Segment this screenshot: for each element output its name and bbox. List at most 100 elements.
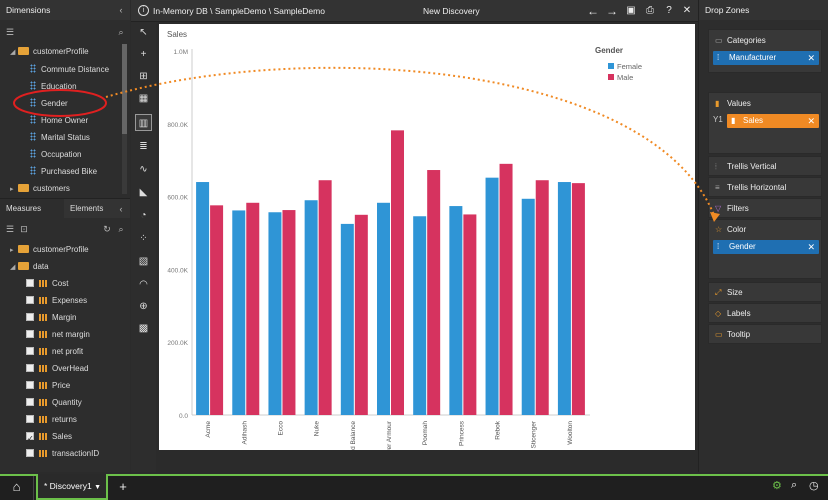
list-view-icon[interactable]: ☰ xyxy=(5,224,15,234)
measure-checkbox[interactable] xyxy=(26,364,34,372)
search-icon[interactable]: ⌕ xyxy=(118,224,124,234)
bar-female[interactable] xyxy=(377,202,390,415)
zone-trellis-vertical[interactable]: ⦙ Trellis Vertical xyxy=(708,156,822,176)
gauge-icon[interactable]: ◠ xyxy=(139,279,148,290)
bar-female[interactable] xyxy=(196,182,210,415)
pivot-grid-icon[interactable]: ▩ xyxy=(138,323,149,334)
zone-filters[interactable]: ▽ Filters xyxy=(708,198,822,218)
pill-sales[interactable]: ▮ Sales ✕ xyxy=(727,114,819,128)
tab-discovery1[interactable]: * Discovery1 ▼ xyxy=(36,474,108,500)
column-chart[interactable]: Sales 0.0 200.0K 400.0K 600.0K 800.0K 1.0M Acme… xyxy=(159,24,695,458)
close-icon[interactable]: ✕ xyxy=(682,5,692,16)
measure-item[interactable]: Quantity xyxy=(26,394,82,411)
tree-folder-customerprofile[interactable]: ◢ customerProfile xyxy=(10,47,89,56)
measure-checkbox[interactable] xyxy=(26,398,34,406)
zone-categories[interactable]: ▭ Categories ⁞ Manufacturer ✕ xyxy=(708,29,822,73)
redo-icon[interactable]: → xyxy=(606,4,618,18)
bar-male[interactable] xyxy=(354,214,368,415)
tree-folder-data[interactable]: ◢ data xyxy=(10,262,49,271)
line-chart-icon[interactable]: ∿ xyxy=(139,164,148,175)
tree-item-marital-status[interactable]: Marital Status xyxy=(30,129,90,146)
tree-item-education[interactable]: Education xyxy=(30,78,77,95)
pie-chart-icon[interactable]: ◔ xyxy=(140,210,147,221)
list-view-icon[interactable]: ☰ xyxy=(5,27,15,37)
bar-male[interactable] xyxy=(499,163,513,415)
bar-female[interactable] xyxy=(232,210,246,415)
zone-size[interactable]: ⤢ Size xyxy=(708,282,822,302)
scatter-chart-icon[interactable]: ⁘ xyxy=(139,233,148,244)
tree-item-purchased-bike[interactable]: Purchased Bike xyxy=(30,163,97,180)
bar-female[interactable] xyxy=(557,182,571,415)
table-visual-icon[interactable]: ▦ xyxy=(138,93,149,104)
print-icon[interactable]: ⎙ xyxy=(646,5,654,16)
column-chart-icon[interactable]: ▥ xyxy=(135,114,152,131)
search-icon[interactable]: ⌕ xyxy=(118,27,124,37)
bar-female[interactable] xyxy=(340,223,354,415)
tree-item-occupation[interactable]: Occupation xyxy=(30,146,81,163)
timer-icon[interactable]: ◷ xyxy=(809,480,819,492)
bar-chart-icon[interactable]: ≣ xyxy=(139,141,148,152)
add-tab-icon[interactable]: + xyxy=(119,479,127,494)
pill-gender[interactable]: ⁞ Gender ✕ xyxy=(713,240,819,254)
collapse-measures-icon[interactable]: ‹ xyxy=(119,204,123,214)
bar-female[interactable] xyxy=(485,177,499,415)
bar-male[interactable] xyxy=(571,183,585,415)
measure-item[interactable]: Cost xyxy=(26,275,68,292)
settings-icon[interactable]: ⚙ xyxy=(772,480,782,492)
zone-tooltip[interactable]: ▭ Tooltip xyxy=(708,324,822,344)
measure-checkbox[interactable] xyxy=(26,449,34,457)
zone-color[interactable]: ☆ Color ⁞ Gender ✕ xyxy=(708,219,822,279)
measure-item[interactable]: net margin xyxy=(26,326,90,343)
add-tool-icon[interactable]: + xyxy=(140,49,147,60)
dimensions-scrollbar[interactable] xyxy=(122,44,127,194)
refresh-icon[interactable]: ↻ xyxy=(103,224,111,234)
measure-item[interactable]: OverHead xyxy=(26,360,88,377)
tree-map-icon[interactable]: ▧ xyxy=(138,256,149,267)
measure-item[interactable]: transactionID xyxy=(26,445,99,462)
bar-female[interactable] xyxy=(304,200,318,415)
zone-labels[interactable]: ◇ Labels xyxy=(708,303,822,323)
tree-item-gender[interactable]: Gender xyxy=(30,95,68,112)
measure-checkbox[interactable] xyxy=(26,279,34,287)
bar-female[interactable] xyxy=(521,198,535,415)
bar-male[interactable] xyxy=(282,210,296,415)
bar-female[interactable] xyxy=(449,206,463,415)
measure-item[interactable]: Expenses xyxy=(26,292,87,309)
measure-checkbox[interactable] xyxy=(26,415,34,423)
info-icon[interactable]: i xyxy=(138,5,149,16)
bar-male[interactable] xyxy=(318,180,332,415)
remove-icon[interactable]: ✕ xyxy=(807,116,815,126)
measure-checkbox[interactable] xyxy=(26,313,34,321)
bar-male[interactable] xyxy=(427,170,441,415)
map-icon[interactable]: ⊕ xyxy=(139,301,148,312)
home-icon[interactable]: ⌂ xyxy=(0,476,34,500)
bar-female[interactable] xyxy=(268,212,282,415)
bar-male[interactable] xyxy=(463,214,477,415)
tree-folder-customerprofile-measures[interactable]: ▸ customerProfile xyxy=(10,245,89,254)
bar-male[interactable] xyxy=(246,202,260,415)
tab-elements[interactable]: Elements xyxy=(70,204,104,213)
help-icon[interactable]: ? xyxy=(666,5,672,16)
remove-icon[interactable]: ✕ xyxy=(807,242,815,252)
measure-checkbox[interactable] xyxy=(26,296,34,304)
measure-item[interactable]: Margin xyxy=(26,309,76,326)
save-icon[interactable]: ▣ xyxy=(626,5,636,16)
zone-values[interactable]: ▮ Values Y1 ▮ Sales ✕ xyxy=(708,92,822,154)
tab-measures[interactable]: Measures xyxy=(0,199,64,219)
tree-folder-customers[interactable]: ▸ customers xyxy=(10,184,70,193)
area-chart-icon[interactable]: ◣ xyxy=(139,187,148,198)
measure-checkbox[interactable] xyxy=(26,430,34,447)
collapse-left-icon[interactable]: ‹ xyxy=(119,5,123,15)
bar-male[interactable] xyxy=(391,130,404,415)
tree-item-home-owner[interactable]: Home Owner xyxy=(30,112,88,129)
measure-item[interactable]: Sales xyxy=(26,428,72,447)
measure-item[interactable]: returns xyxy=(26,411,77,428)
remove-icon[interactable]: ✕ xyxy=(807,53,815,63)
measure-item[interactable]: Price xyxy=(26,377,70,394)
measure-checkbox[interactable] xyxy=(26,330,34,338)
zone-trellis-horizontal[interactable]: ≡ Trellis Horizontal xyxy=(708,177,822,197)
formula-icon[interactable]: ⊡ xyxy=(20,224,28,234)
measure-item[interactable]: net profit xyxy=(26,343,83,360)
bar-female[interactable] xyxy=(413,216,427,415)
bar-male[interactable] xyxy=(535,180,549,415)
